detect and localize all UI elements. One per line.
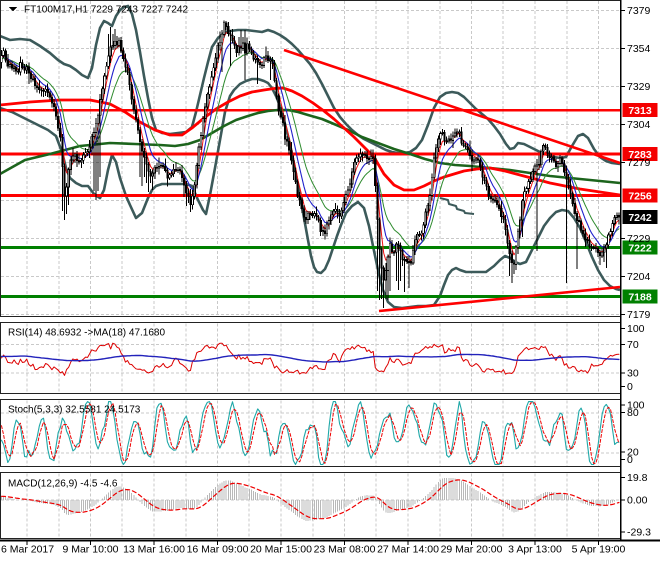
svg-text:-29.3: -29.3 bbox=[627, 527, 651, 539]
svg-text:23 Mar 08:00: 23 Mar 08:00 bbox=[314, 544, 376, 556]
svg-text:7279: 7279 bbox=[627, 157, 651, 169]
svg-text:7354: 7354 bbox=[627, 43, 651, 55]
svg-text:Stoch(5,3,3) 32.5581 24.5173: Stoch(5,3,3) 32.5581 24.5173 bbox=[8, 405, 141, 416]
svg-text:9 Mar 10:00: 9 Mar 10:00 bbox=[62, 544, 118, 556]
svg-text:30: 30 bbox=[627, 367, 639, 379]
svg-text:6 Mar 2017: 6 Mar 2017 bbox=[1, 544, 54, 556]
svg-text:20: 20 bbox=[627, 447, 639, 459]
svg-text:19.8: 19.8 bbox=[627, 472, 648, 484]
svg-text:MACD(12,26,9) -4.5 -4.6: MACD(12,26,9) -4.5 -4.6 bbox=[8, 479, 118, 490]
svg-text:100: 100 bbox=[627, 400, 645, 412]
svg-text:100: 100 bbox=[627, 323, 645, 335]
svg-text:3 Apr 13:00: 3 Apr 13:00 bbox=[508, 544, 562, 556]
svg-text:70: 70 bbox=[627, 339, 639, 351]
svg-text:13 Mar 16:00: 13 Mar 16:00 bbox=[123, 544, 185, 556]
svg-text:7188: 7188 bbox=[628, 292, 652, 304]
svg-text:7222: 7222 bbox=[628, 243, 652, 255]
svg-text:FT100M17,H1 7229 7243 7227 72: FT100M17,H1 7229 7243 7227 7242 bbox=[24, 4, 188, 15]
svg-text:7242: 7242 bbox=[628, 212, 652, 224]
svg-text:7229: 7229 bbox=[627, 233, 651, 245]
svg-text:7379: 7379 bbox=[627, 5, 651, 17]
svg-text:7204: 7204 bbox=[627, 271, 651, 283]
svg-text:7179: 7179 bbox=[627, 309, 651, 321]
svg-text:5 Apr 19:00: 5 Apr 19:00 bbox=[572, 544, 626, 556]
svg-text:0: 0 bbox=[627, 454, 633, 466]
svg-text:7313: 7313 bbox=[628, 105, 652, 117]
svg-text:27 Mar 14:00: 27 Mar 14:00 bbox=[377, 544, 439, 556]
svg-text:7283: 7283 bbox=[628, 149, 652, 161]
svg-text:7304: 7304 bbox=[627, 119, 651, 131]
svg-text:20 Mar 15:00: 20 Mar 15:00 bbox=[250, 544, 312, 556]
svg-text:7256: 7256 bbox=[628, 191, 652, 203]
svg-text:16 Mar 09:00: 16 Mar 09:00 bbox=[187, 544, 249, 556]
svg-text:0: 0 bbox=[627, 381, 633, 393]
svg-text:RSI(14) 48.6932 ->MA(18) 47.1: RSI(14) 48.6932 ->MA(18) 47.1680 bbox=[8, 328, 165, 339]
svg-text:80: 80 bbox=[627, 407, 639, 419]
svg-text:29 Mar 20:00: 29 Mar 20:00 bbox=[441, 544, 503, 556]
svg-text:7329: 7329 bbox=[627, 81, 651, 93]
svg-text:0.00: 0.00 bbox=[627, 494, 648, 506]
